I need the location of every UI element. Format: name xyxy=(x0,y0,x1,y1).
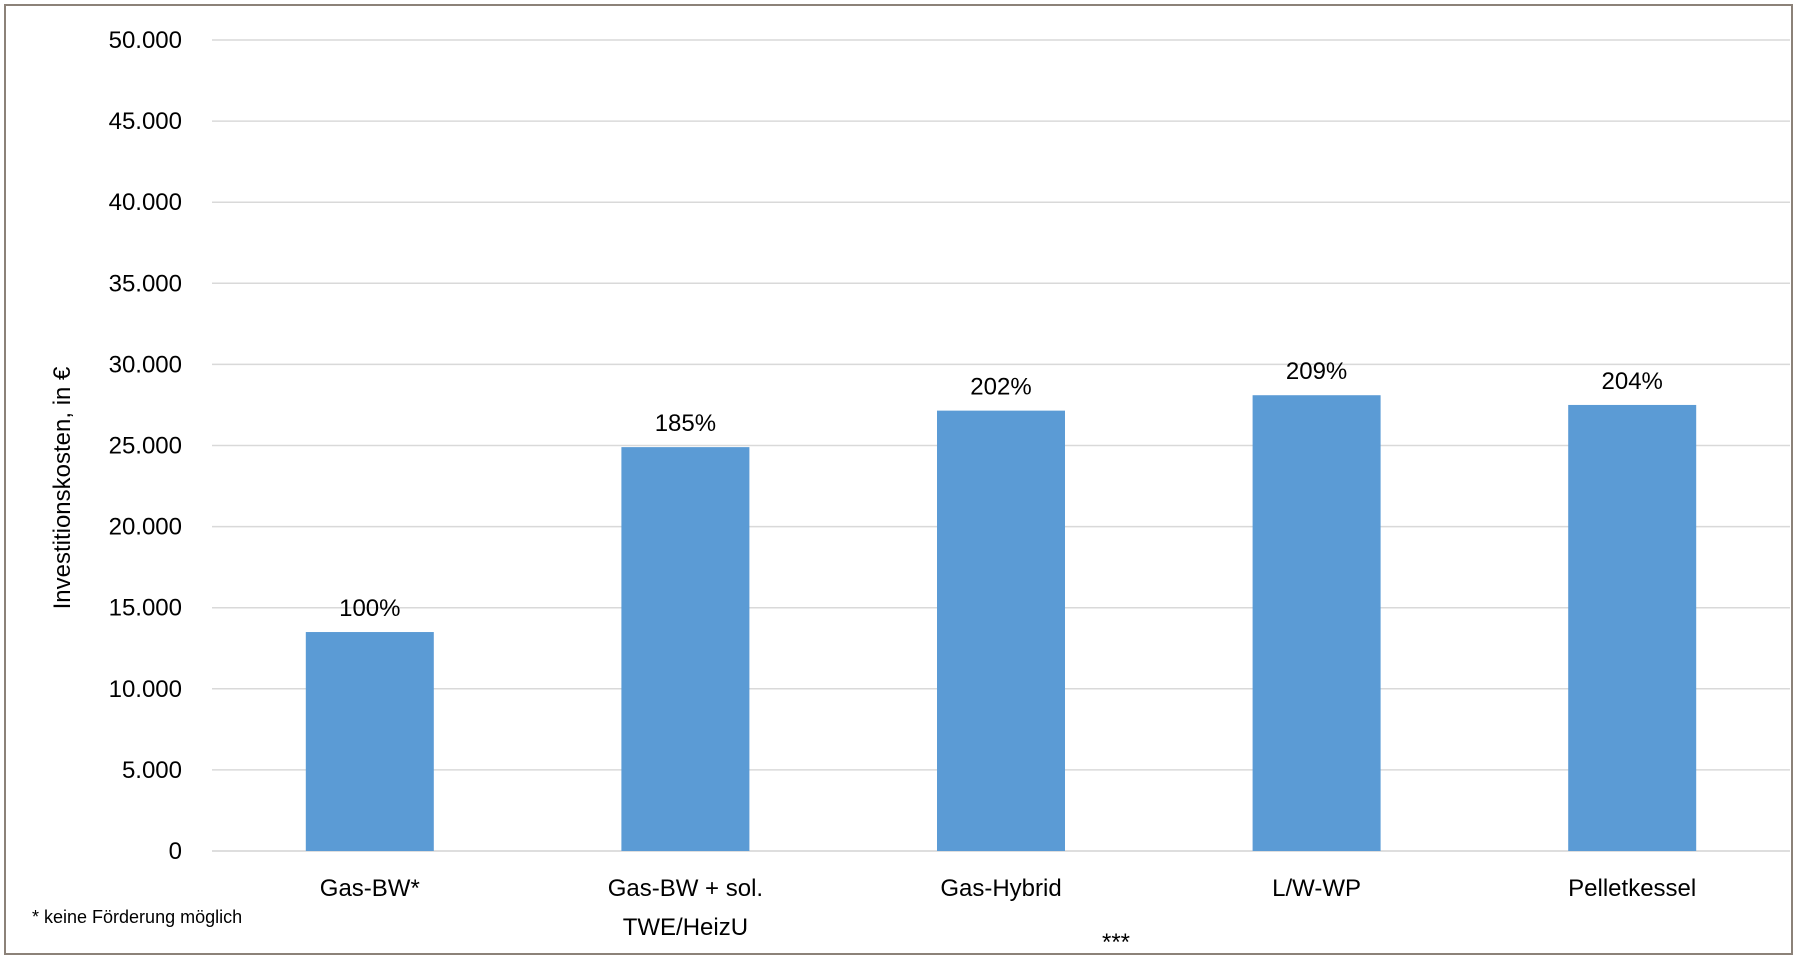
y-tick-label: 40.000 xyxy=(109,189,182,216)
x-category-line: Gas-Hybrid xyxy=(940,875,1061,902)
y-tick-label: 30.000 xyxy=(109,351,182,378)
footnote: * keine Förderung möglich xyxy=(32,907,242,927)
x-category-line: TWE/HeizU xyxy=(623,914,748,941)
bar xyxy=(1252,395,1381,851)
x-category-line: L/W-WP xyxy=(1272,875,1361,902)
data-label: 185% xyxy=(655,410,716,437)
y-tick-label: 50.000 xyxy=(109,27,182,54)
y-tick-label: 45.000 xyxy=(109,108,182,135)
x-category-label: L/W-WP xyxy=(1272,875,1361,902)
data-label: 202% xyxy=(970,374,1031,401)
x-category-label: Gas-BW* xyxy=(320,875,420,902)
bar xyxy=(937,410,1065,851)
x-axis-categories: Gas-BW* Gas-BW + sol. TWE/HeizU Gas-Hybrid L… xyxy=(320,875,1696,941)
y-axis-ticks: 0 5.000 10.000 15.000 20.000 25.000 30.000 35.0… xyxy=(109,27,182,865)
x-category-line: Gas-BW + sol. xyxy=(608,875,763,902)
x-category-line: Pelletkessel xyxy=(1568,875,1696,902)
x-category-label: Pelletkessel xyxy=(1568,875,1696,902)
data-label: 209% xyxy=(1286,358,1347,385)
y-tick-label: 0 xyxy=(169,838,182,865)
chart-frame xyxy=(4,4,1793,955)
bar xyxy=(621,447,750,851)
y-tick-label: 35.000 xyxy=(109,270,182,297)
y-tick-label: 25.000 xyxy=(109,433,182,460)
x-category-label: Gas-BW + sol. TWE/HeizU xyxy=(608,875,763,941)
y-axis-label: Investitionskosten, in € xyxy=(49,366,76,609)
bar xyxy=(1568,404,1697,851)
bar xyxy=(305,632,434,851)
data-label: 204% xyxy=(1602,368,1663,395)
data-labels: 100% 185% 202% 209% 204% xyxy=(339,358,1663,622)
y-tick-label: 15.000 xyxy=(109,595,182,622)
y-tick-label: 10.000 xyxy=(109,676,182,703)
y-tick-label: 5.000 xyxy=(122,757,182,784)
data-label: 100% xyxy=(339,595,400,622)
bars xyxy=(305,395,1697,851)
gridlines xyxy=(212,39,1790,852)
x-category-line: Gas-BW* xyxy=(320,875,420,902)
x-category-label: Gas-Hybrid xyxy=(940,875,1061,902)
y-tick-label: 20.000 xyxy=(109,514,182,541)
annotation-stars: *** xyxy=(1102,929,1130,956)
